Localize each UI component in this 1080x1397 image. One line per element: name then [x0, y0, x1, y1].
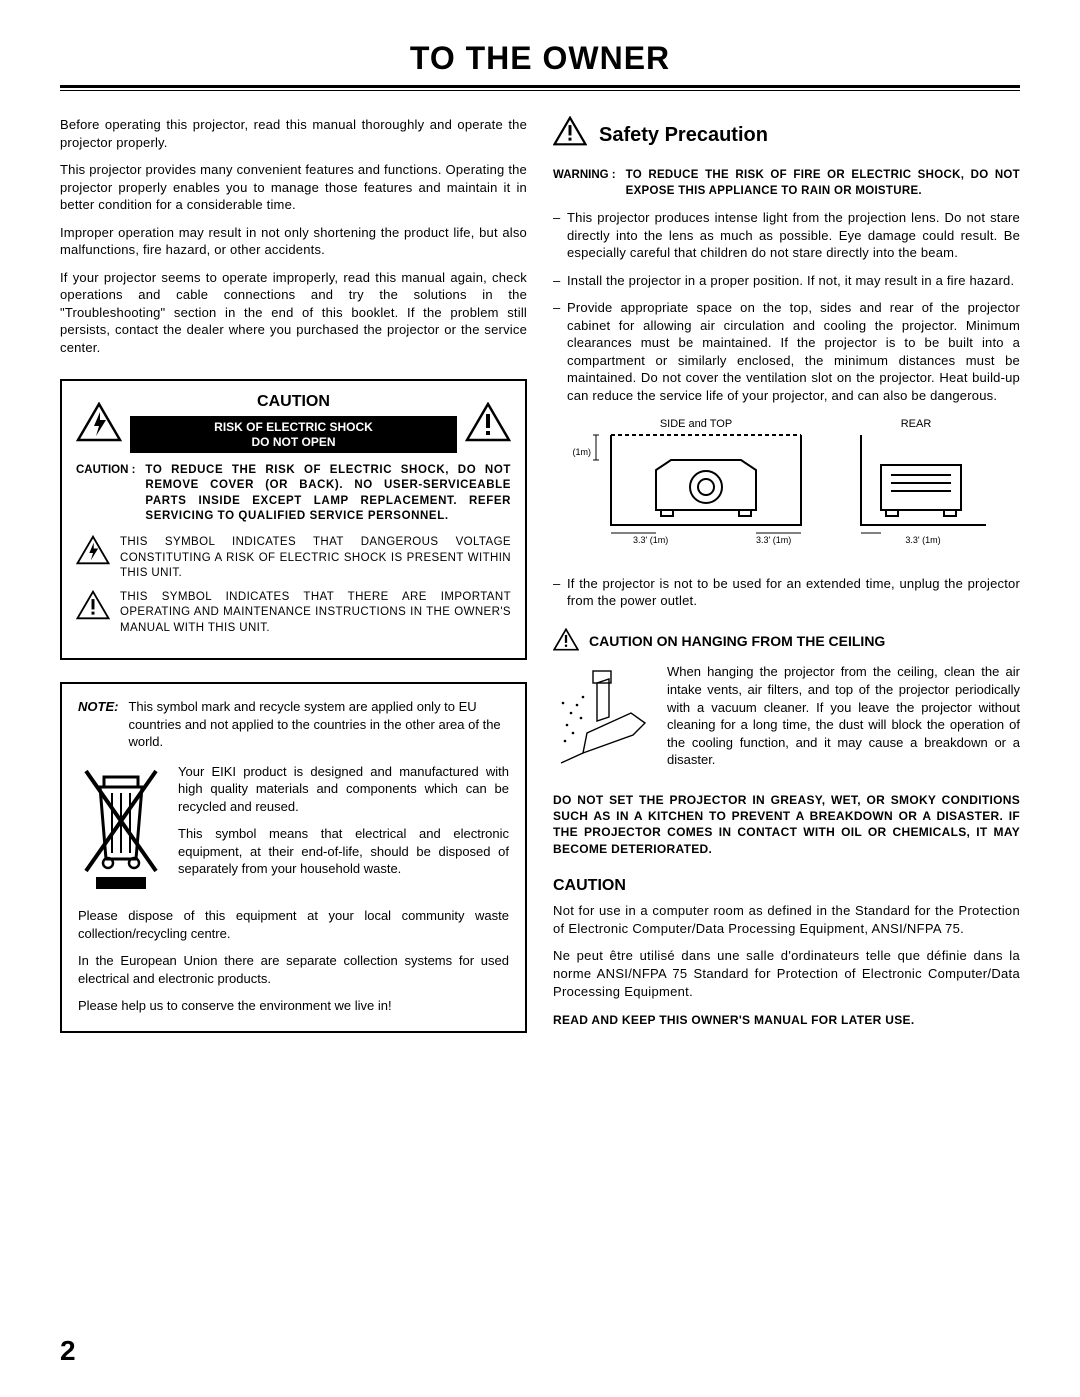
- risk-bar: RISK OF ELECTRIC SHOCK DO NOT OPEN: [130, 416, 457, 453]
- ansi-en: Not for use in a computer room as define…: [553, 902, 1020, 937]
- svg-text:SIDE and TOP: SIDE and TOP: [660, 418, 732, 430]
- page-title: TO THE OWNER: [60, 40, 1020, 85]
- page-number: 2: [60, 1335, 76, 1367]
- svg-text:3.3' (1m): 3.3' (1m): [571, 447, 591, 457]
- caution-word: CAUTION: [130, 391, 457, 417]
- safety-heading: Safety Precaution: [553, 116, 1020, 154]
- left-column: Before operating this projector, read th…: [60, 116, 527, 1033]
- caution-lead: CAUTION :: [76, 463, 135, 525]
- weee-text2: This symbol means that electrical and el…: [178, 825, 509, 878]
- ansi-fr: Ne peut être utilisé dans une salle d'or…: [553, 947, 1020, 1000]
- safety-heading-text: Safety Precaution: [599, 122, 768, 149]
- shock-triangle-icon: [76, 402, 122, 442]
- svg-text:3.3' (1m): 3.3' (1m): [756, 535, 791, 545]
- intro-p2: This projector provides many convenient …: [60, 161, 527, 214]
- weee-bin-icon: [78, 763, 164, 898]
- weee-p3: Please help us to conserve the environme…: [78, 997, 509, 1015]
- title-rule: [60, 85, 1020, 88]
- right-column: Safety Precaution WARNING : TO REDUCE TH…: [553, 116, 1020, 1033]
- exclaim-triangle-icon: [553, 628, 579, 656]
- caution-box: CAUTION RISK OF ELECTRIC SHOCK DO NOT OP…: [60, 379, 527, 661]
- svg-text:REAR: REAR: [901, 418, 932, 430]
- weee-text1: Your EIKI product is designed and man­uf…: [178, 763, 509, 816]
- exclaim-triangle-icon: [553, 116, 587, 154]
- weee-p1: Please dispose of this equipment at your…: [78, 907, 509, 942]
- bullet-4: If the projector is not to be used for a…: [553, 575, 1020, 610]
- intro-p3: Improper operation may result in not onl…: [60, 224, 527, 259]
- note-label: NOTE:: [78, 698, 118, 751]
- caution-heading: CAUTION: [553, 875, 1020, 897]
- svg-text:3.3' (1m): 3.3' (1m): [905, 535, 940, 545]
- caution-body: TO REDUCE THE RISK OF ELECTRIC SHOCK, DO…: [145, 463, 511, 525]
- title-rule-thin: [60, 90, 1020, 91]
- risk-bar-line1: RISK OF ELECTRIC SHOCK: [136, 420, 451, 434]
- weee-box: NOTE: This symbol mark and recycle syste…: [60, 682, 527, 1033]
- intro-p4: If your projector seems to operate impro…: [60, 269, 527, 357]
- bullet-3: Provide appropriate space on the top, si…: [553, 299, 1020, 404]
- symbol1-text: THIS SYMBOL INDICATES THAT DANGEROUS VOL…: [120, 535, 511, 582]
- weee-p2: In the European Union there are separate…: [78, 952, 509, 987]
- warning-lead: WARNING :: [553, 168, 616, 199]
- symbol2-text: THIS SYMBOL INDICATES THAT THERE ARE IMP…: [120, 590, 511, 637]
- exclaim-triangle-small-icon: [76, 590, 110, 620]
- ceiling-heading: CAUTION ON HANGING FROM THE CEILING: [553, 628, 1020, 656]
- greasy-warning: DO NOT SET THE PROJECTOR IN GREASY, WET,…: [553, 792, 1020, 857]
- ceiling-body: When hanging the projector from the ceil…: [667, 663, 1020, 778]
- bullet-2: Install the projector in a proper positi…: [553, 272, 1020, 290]
- ceiling-vacuum-icon: [553, 663, 653, 778]
- risk-bar-line2: DO NOT OPEN: [136, 435, 451, 449]
- svg-text:3.3' (1m): 3.3' (1m): [633, 535, 668, 545]
- bullet-1: This projector produces intense light fr…: [553, 209, 1020, 262]
- ceiling-heading-text: CAUTION ON HANGING FROM THE CEILING: [589, 632, 885, 651]
- exclaim-triangle-icon: [465, 402, 511, 442]
- shock-triangle-small-icon: [76, 535, 110, 565]
- intro-p1: Before operating this projector, read th…: [60, 116, 527, 151]
- warning-body: TO REDUCE THE RISK OF FIRE OR ELECTRIC S…: [626, 168, 1020, 199]
- note-top-text: This symbol mark and recycle system are …: [128, 698, 509, 751]
- read-keep: READ AND KEEP THIS OWNER'S MANUAL FOR LA…: [553, 1012, 1020, 1028]
- clearance-figure: SIDE and TOP REAR 3.3' (1m): [571, 415, 1020, 565]
